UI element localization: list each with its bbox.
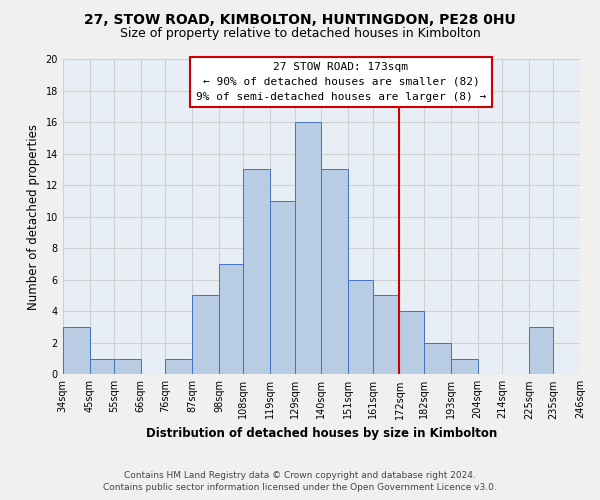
Bar <box>63 327 89 374</box>
Bar <box>348 280 373 374</box>
Bar <box>424 343 451 374</box>
X-axis label: Distribution of detached houses by size in Kimbolton: Distribution of detached houses by size … <box>146 427 497 440</box>
Bar <box>529 327 553 374</box>
Y-axis label: Number of detached properties: Number of detached properties <box>27 124 40 310</box>
Bar <box>192 296 219 374</box>
Bar <box>400 311 424 374</box>
Bar <box>295 122 322 374</box>
Text: Size of property relative to detached houses in Kimbolton: Size of property relative to detached ho… <box>119 28 481 40</box>
Bar <box>114 358 141 374</box>
Bar <box>373 296 400 374</box>
Bar <box>244 170 270 374</box>
Text: 27, STOW ROAD, KIMBOLTON, HUNTINGDON, PE28 0HU: 27, STOW ROAD, KIMBOLTON, HUNTINGDON, PE… <box>84 12 516 26</box>
Text: 27 STOW ROAD: 173sqm
← 90% of detached houses are smaller (82)
9% of semi-detach: 27 STOW ROAD: 173sqm ← 90% of detached h… <box>196 62 486 102</box>
Bar <box>165 358 192 374</box>
Bar <box>451 358 478 374</box>
Bar <box>89 358 114 374</box>
Text: Contains HM Land Registry data © Crown copyright and database right 2024.
Contai: Contains HM Land Registry data © Crown c… <box>103 471 497 492</box>
Bar <box>322 170 348 374</box>
Bar <box>580 327 600 374</box>
Bar <box>270 201 295 374</box>
Bar <box>219 264 244 374</box>
